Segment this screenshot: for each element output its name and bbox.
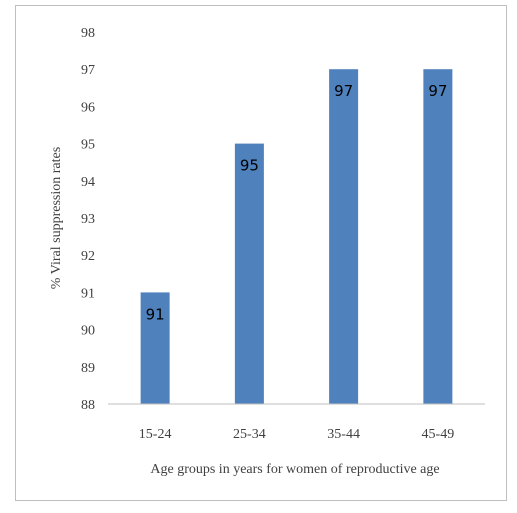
x-axis-title: Age groups in years for women of reprodu… xyxy=(150,462,439,477)
y-axis-ticks: 88 89 90 91 92 93 94 95 96 97 98 xyxy=(81,26,95,413)
y-tick-label: 90 xyxy=(81,324,95,339)
y-axis-title: % Viral suppression rates xyxy=(49,147,64,289)
data-label: 95 xyxy=(240,157,259,175)
y-tick-label: 97 xyxy=(81,63,95,78)
bar-15-24 xyxy=(140,292,170,404)
y-tick-label: 88 xyxy=(81,398,95,413)
y-tick-label: 95 xyxy=(81,138,95,153)
data-labels: 91 95 97 97 xyxy=(146,82,448,323)
y-tick-label: 91 xyxy=(81,286,95,301)
x-tick-label: 45-49 xyxy=(422,427,455,442)
y-tick-label: 96 xyxy=(81,100,95,115)
y-tick-label: 94 xyxy=(81,175,95,190)
x-tick-label: 15-24 xyxy=(139,427,172,442)
bar-45-49 xyxy=(423,69,453,404)
data-label: 97 xyxy=(428,82,447,100)
y-tick-label: 98 xyxy=(81,26,95,41)
x-tick-label: 25-34 xyxy=(233,427,266,442)
data-label: 97 xyxy=(334,82,353,100)
bars xyxy=(140,69,453,404)
data-label: 91 xyxy=(146,305,165,323)
x-tick-label: 35-44 xyxy=(327,427,360,442)
y-tick-label: 92 xyxy=(81,249,95,264)
bar-35-44 xyxy=(329,69,359,404)
bar-25-34 xyxy=(234,143,264,404)
y-tick-label: 93 xyxy=(81,212,95,227)
y-tick-label: 89 xyxy=(81,361,95,376)
x-axis-ticks: 15-24 25-34 35-44 45-49 xyxy=(139,427,454,442)
